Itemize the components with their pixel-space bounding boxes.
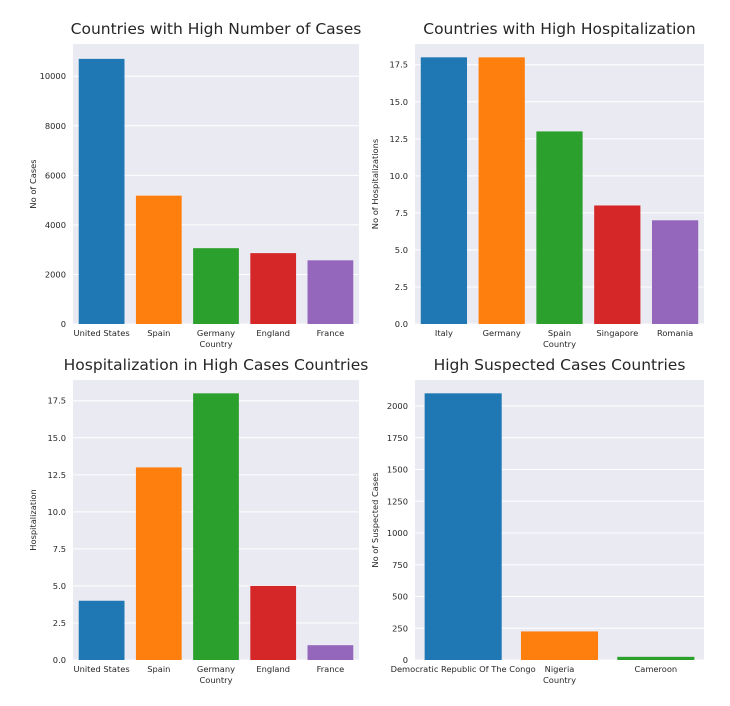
bar-singapore bbox=[594, 205, 641, 324]
chart-panel-4: 0 250 500 750 1000 1250 1500 1750 2000 Democratic… bbox=[370, 356, 704, 685]
x-tick-label: Germany bbox=[483, 328, 521, 338]
chart-title: Countries with High Hospitalization bbox=[423, 20, 695, 38]
bar-nigeria bbox=[520, 631, 599, 660]
x-tick-label: United States bbox=[74, 664, 130, 674]
y-tick-label: 10.0 bbox=[390, 171, 408, 181]
y-tick-label: 0 bbox=[61, 319, 66, 329]
x-tick-label: Italy bbox=[435, 328, 453, 338]
bar-cameroon bbox=[617, 656, 695, 660]
x-tick-label: Romania bbox=[657, 328, 693, 338]
y-axis-label: Hospitalization bbox=[28, 489, 38, 551]
bar-spain bbox=[135, 467, 182, 660]
y-axis-label: No of Hospitalizations bbox=[370, 139, 380, 229]
y-tick-label: 500 bbox=[392, 592, 408, 602]
bar-italy bbox=[420, 57, 468, 324]
x-tick-label: France bbox=[317, 328, 345, 338]
bar-united-states bbox=[78, 600, 125, 660]
y-tick-label: 2000 bbox=[387, 401, 408, 411]
x-tick-label: Spain bbox=[548, 328, 571, 338]
bar-germany bbox=[478, 57, 525, 324]
y-tick-label: 7.5 bbox=[395, 208, 408, 218]
x-tick-label: Germany bbox=[197, 664, 235, 674]
chart-panel-1: 0 2000 4000 6000 8000 10000 United States Spain… bbox=[28, 20, 361, 349]
x-tick-label: Spain bbox=[147, 328, 170, 338]
y-tick-label: 750 bbox=[392, 560, 408, 570]
x-axis-label: Country bbox=[543, 339, 576, 349]
y-tick-label: 0.0 bbox=[53, 655, 66, 665]
y-tick-label: 8000 bbox=[45, 121, 66, 131]
x-axis-label: Country bbox=[200, 675, 233, 685]
y-axis-label: No of Suspected Cases bbox=[370, 472, 380, 567]
y-tick-label: 1250 bbox=[387, 496, 408, 506]
y-tick-label: 17.5 bbox=[48, 396, 66, 406]
bar-france bbox=[307, 260, 354, 324]
y-tick-label: 250 bbox=[392, 623, 408, 633]
y-tick-label: 17.5 bbox=[390, 60, 408, 70]
x-tick-label: Democratic Republic Of The Congo bbox=[391, 664, 536, 674]
y-axis-label: No of Cases bbox=[28, 159, 38, 208]
x-axis-label: Country bbox=[200, 339, 233, 349]
y-tick-label: 15.0 bbox=[48, 433, 66, 443]
y-tick-label: 6000 bbox=[45, 170, 66, 180]
y-tick-label: 1750 bbox=[387, 433, 408, 443]
bar-france bbox=[307, 645, 354, 660]
x-axis-label: Country bbox=[543, 675, 576, 685]
bar-united-states bbox=[78, 58, 125, 325]
y-tick-label: 7.5 bbox=[53, 544, 66, 554]
x-tick-label: Germany bbox=[197, 328, 235, 338]
y-tick-label: 0.0 bbox=[395, 319, 408, 329]
bar-england bbox=[250, 585, 297, 660]
bar-spain bbox=[135, 195, 182, 324]
y-tick-label: 2.5 bbox=[395, 282, 408, 292]
y-tick-label: 15.0 bbox=[390, 97, 408, 107]
bar-germany bbox=[193, 393, 239, 660]
y-tick-label: 5.0 bbox=[53, 581, 66, 591]
y-tick-label: 1000 bbox=[387, 528, 408, 538]
bar-germany bbox=[193, 248, 239, 324]
bar-spain bbox=[536, 131, 583, 324]
x-tick-label: England bbox=[256, 328, 290, 338]
y-tick-label: 10.0 bbox=[48, 507, 66, 517]
bar-romania bbox=[651, 220, 699, 324]
y-tick-label: 5.0 bbox=[395, 245, 408, 255]
y-tick-label: 10000 bbox=[40, 71, 66, 81]
y-tick-label: 12.5 bbox=[48, 470, 66, 480]
x-tick-label: France bbox=[317, 664, 345, 674]
bar-democratic-republic-of-the-congo bbox=[424, 393, 502, 660]
chart-title: High Suspected Cases Countries bbox=[434, 356, 686, 374]
x-tick-label: Cameroon bbox=[634, 664, 677, 674]
y-tick-label: 0 bbox=[403, 655, 408, 665]
x-tick-label: England bbox=[256, 664, 290, 674]
y-tick-label: 2000 bbox=[45, 269, 66, 279]
chart-panel-3: 0.0 2.5 5.0 7.5 10.0 12.5 15.0 17.5 United State… bbox=[28, 356, 368, 685]
y-tick-label: 1500 bbox=[387, 465, 408, 475]
x-tick-label: Spain bbox=[147, 664, 170, 674]
y-tick-label: 12.5 bbox=[390, 134, 408, 144]
x-tick-label: Singapore bbox=[596, 328, 638, 338]
chart-panel-2: 0.0 2.5 5.0 7.5 10.0 12.5 15.0 17.5 Italy Germany… bbox=[370, 20, 704, 349]
chart-title: Countries with High Number of Cases bbox=[71, 20, 362, 38]
y-tick-label: 4000 bbox=[45, 220, 66, 230]
x-tick-label: United States bbox=[74, 328, 130, 338]
chart-title: Hospitalization in High Cases Countries bbox=[64, 356, 369, 374]
x-tick-label: Nigeria bbox=[545, 664, 575, 674]
bar-england bbox=[250, 253, 297, 324]
y-tick-label: 2.5 bbox=[53, 618, 66, 628]
